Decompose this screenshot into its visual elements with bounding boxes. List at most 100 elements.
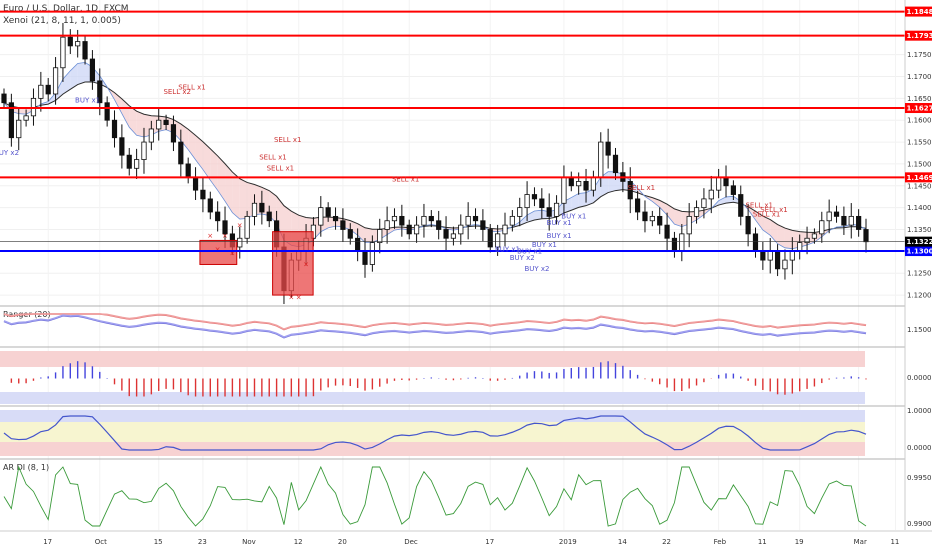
candle-body[interactable] [716,176,722,191]
candle-body[interactable] [774,250,781,270]
candle-body[interactable] [826,211,832,222]
candle-body[interactable] [811,233,818,239]
candle-body[interactable] [679,233,685,252]
candle-body[interactable] [185,163,191,178]
candle-body[interactable] [841,215,847,226]
candle-body[interactable] [126,154,132,169]
candle-body[interactable] [502,224,508,235]
candle-body[interactable] [75,41,81,47]
candle-body[interactable] [97,80,103,104]
candle-body[interactable] [701,198,707,209]
candle-body[interactable] [708,189,714,200]
candle-body[interactable] [141,141,147,160]
candle-body[interactable] [443,229,449,239]
candle-body[interactable] [797,242,803,252]
candle-body[interactable] [472,215,479,222]
candle-body[interactable] [45,84,51,95]
candle-body[interactable] [605,141,611,156]
candle-body[interactable] [576,181,582,187]
candle-body[interactable] [134,159,140,169]
candle-body[interactable] [524,194,530,209]
candle-body[interactable] [266,211,272,222]
candle-body[interactable] [259,202,265,213]
candle-body[interactable] [760,250,766,261]
candle-body[interactable] [863,229,869,243]
candle-body[interactable] [833,211,840,217]
candle-body[interactable] [745,215,751,235]
candle-body[interactable] [767,250,773,261]
candle-body[interactable] [111,119,118,139]
candle-body[interactable] [156,119,162,130]
candle-body[interactable] [207,198,213,213]
candle-body[interactable] [413,224,420,235]
candle-body[interactable] [82,41,88,60]
candle-body[interactable] [789,250,795,261]
candle-body[interactable] [804,237,810,244]
candle-body[interactable] [752,233,759,252]
candle-body[interactable] [384,220,390,230]
candle-body[interactable] [465,215,471,226]
candle-body[interactable] [819,220,825,235]
candle-body[interactable] [458,224,464,235]
candle-body[interactable] [222,220,228,235]
candle-body[interactable] [391,215,398,222]
candle-body[interactable] [856,215,862,230]
candle-body[interactable] [215,211,221,222]
candle-body[interactable] [487,229,493,248]
candle-body[interactable] [495,233,501,248]
candle-body[interactable] [598,141,604,178]
candle-body[interactable] [8,102,14,139]
candle-body[interactable] [38,84,44,99]
candle-body[interactable] [399,215,405,226]
candle-body[interactable] [244,215,250,239]
candle-body[interactable] [509,215,515,226]
candle-body[interactable] [237,237,243,248]
candle-body[interactable] [16,119,22,139]
candle-body[interactable] [517,207,523,217]
candle-body[interactable] [362,250,368,265]
candle-body[interactable] [671,237,678,252]
candle-body[interactable] [347,229,353,239]
candle-body[interactable] [104,102,110,121]
candle-body[interactable] [531,194,538,200]
candle-body[interactable] [170,124,177,143]
candle-body[interactable] [436,220,442,230]
candle-body[interactable] [590,176,597,191]
candle-body[interactable] [52,67,59,95]
candle-body[interactable] [421,215,427,226]
candle-body[interactable] [1,93,7,104]
candle-body[interactable] [723,176,729,187]
candle-body[interactable] [730,185,736,195]
candle-body[interactable] [67,36,73,47]
candle-body[interactable] [89,58,96,82]
candle-body[interactable] [406,224,412,235]
candle-body[interactable] [200,189,206,200]
candle-body[interactable] [568,176,574,187]
candle-body[interactable] [340,220,346,230]
candle-body[interactable] [627,181,633,200]
candle-body[interactable] [332,215,339,222]
candle-body[interactable] [148,128,154,143]
candle-body[interactable] [60,36,66,69]
candle-body[interactable] [23,115,29,121]
candle-body[interactable] [782,259,788,270]
candle-body[interactable] [686,215,692,235]
candle-body[interactable] [450,233,457,239]
candle-body[interactable] [649,215,655,222]
candle-body[interactable] [251,202,258,217]
candle-body[interactable] [546,207,552,217]
candle-body[interactable] [561,176,567,204]
candle-body[interactable] [657,215,663,226]
candle-body[interactable] [163,119,169,125]
candle-body[interactable] [642,211,648,222]
candle-body[interactable] [119,137,125,156]
candle-body[interactable] [664,224,670,239]
candle-body[interactable] [583,181,589,191]
candle-body[interactable] [178,141,184,165]
candle-body[interactable] [428,215,434,222]
candle-body[interactable] [480,220,486,230]
candle-body[interactable] [325,207,331,217]
candle-body[interactable] [553,202,560,217]
candle-body[interactable] [355,237,361,252]
